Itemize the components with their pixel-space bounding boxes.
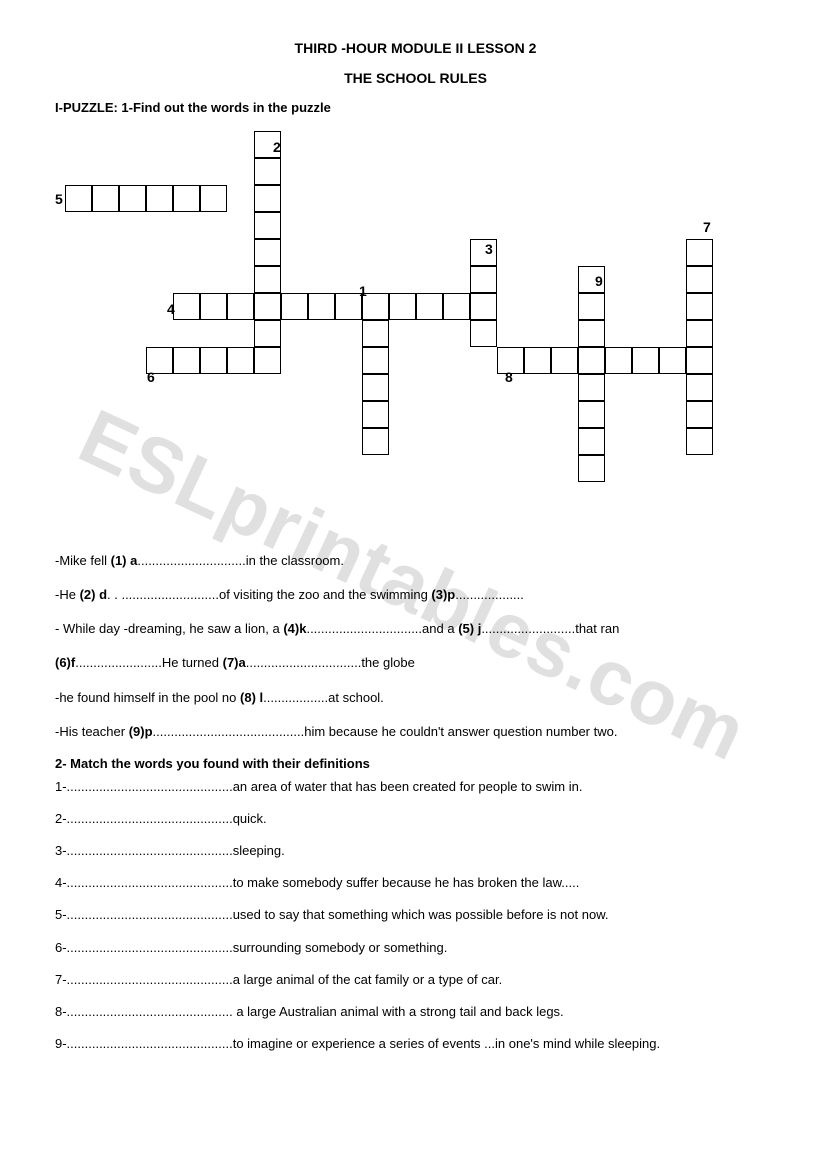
crossword-cell[interactable] [470,320,497,347]
crossword-cell[interactable] [227,293,254,320]
definition-line: 6-......................................… [55,938,776,958]
crossword-cell[interactable] [254,320,281,347]
crossword-cell[interactable] [605,347,632,374]
crossword-cell[interactable] [362,401,389,428]
crossword-cell[interactable] [578,428,605,455]
crossword-cell[interactable] [686,428,713,455]
crossword-cell[interactable] [578,401,605,428]
crossword-cell[interactable] [524,347,551,374]
crossword-cell[interactable] [686,401,713,428]
definition-line: 8-......................................… [55,1002,776,1022]
crossword-cell[interactable] [443,293,470,320]
crossword-cell[interactable] [416,293,443,320]
fill-clue-line: -His teacher (9)p.......................… [55,722,776,742]
definition-line: 5-......................................… [55,905,776,925]
crossword-cell[interactable] [686,347,713,374]
crossword-cell[interactable] [227,347,254,374]
crossword-cell[interactable] [200,347,227,374]
definition-line: 1-......................................… [55,777,776,797]
crossword-cell[interactable] [362,374,389,401]
crossword-cell[interactable] [254,293,281,320]
crossword-cell[interactable] [686,374,713,401]
definition-line: 4-......................................… [55,873,776,893]
crossword-cell[interactable] [254,212,281,239]
crossword-cell[interactable] [389,293,416,320]
definition-line: 7-......................................… [55,970,776,990]
crossword-cell[interactable] [578,293,605,320]
crossword-cell[interactable] [254,347,281,374]
fill-clue-line: -He (2) d. . ...........................… [55,585,776,605]
crossword-cell[interactable] [686,293,713,320]
definitions-block: 1-......................................… [55,777,776,1054]
crossword-cell[interactable] [578,455,605,482]
crossword-cell[interactable] [254,185,281,212]
crossword-number: 6 [147,369,155,385]
crossword-cell[interactable] [200,185,227,212]
page-title-2: THE SCHOOL RULES [55,70,776,86]
crossword-grid: 2 5 3 7 9 1 4 6 8 [55,121,775,531]
crossword-cell[interactable] [578,320,605,347]
crossword-number: 7 [703,219,711,235]
fill-clue-line: (6)f........................He turned (7… [55,653,776,673]
crossword-cell[interactable] [632,347,659,374]
crossword-cell[interactable] [362,428,389,455]
crossword-cell[interactable] [119,185,146,212]
crossword-number: 1 [359,283,367,299]
crossword-number: 3 [485,241,493,257]
crossword-cell[interactable] [173,185,200,212]
crossword-cell[interactable] [578,347,605,374]
crossword-cell[interactable] [335,293,362,320]
crossword-cell[interactable] [686,266,713,293]
crossword-cell[interactable] [173,347,200,374]
crossword-cell[interactable] [254,158,281,185]
definition-line: 2-......................................… [55,809,776,829]
crossword-cell[interactable] [470,266,497,293]
definition-line: 3-......................................… [55,841,776,861]
crossword-cell[interactable] [65,185,92,212]
crossword-cell[interactable] [200,293,227,320]
crossword-cell[interactable] [686,239,713,266]
section-2-title: 2- Match the words you found with their … [55,756,776,771]
crossword-cell[interactable] [470,293,497,320]
crossword-cell[interactable] [308,293,335,320]
crossword-cell[interactable] [146,185,173,212]
definition-line: 9-......................................… [55,1034,776,1054]
crossword-cell[interactable] [686,320,713,347]
crossword-cell[interactable] [173,293,200,320]
crossword-cell[interactable] [578,374,605,401]
crossword-number: 5 [55,191,63,207]
fill-clue-line: - While day -dreaming, he saw a lion, a … [55,619,776,639]
fill-clues-block: -Mike fell (1) a........................… [55,551,776,742]
page-title-1: THIRD -HOUR MODULE II LESSON 2 [55,40,776,56]
crossword-cell[interactable] [362,347,389,374]
fill-clue-line: -Mike fell (1) a........................… [55,551,776,571]
section-1-title: I-PUZZLE: 1-Find out the words in the pu… [55,100,776,115]
crossword-number: 8 [505,369,513,385]
crossword-cell[interactable] [254,266,281,293]
crossword-cell[interactable] [281,293,308,320]
crossword-number: 4 [167,301,175,317]
crossword-cell[interactable] [551,347,578,374]
crossword-number: 2 [273,139,281,155]
crossword-cell[interactable] [92,185,119,212]
crossword-number: 9 [595,273,603,289]
crossword-cell[interactable] [254,239,281,266]
fill-clue-line: -he found himself in the pool no (8) l..… [55,688,776,708]
crossword-cell[interactable] [362,320,389,347]
crossword-cell[interactable] [659,347,686,374]
